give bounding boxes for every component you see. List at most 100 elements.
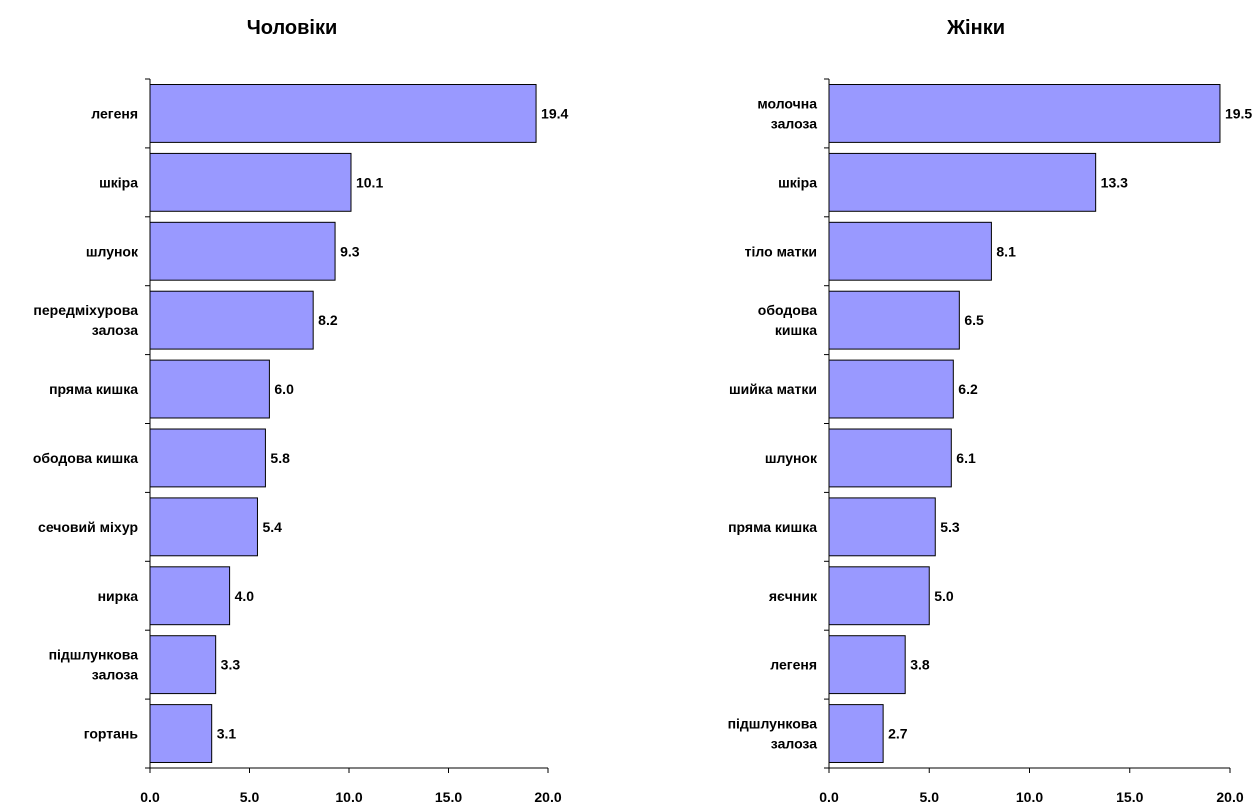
category-label-line: передміхурова [33, 302, 138, 318]
x-tick-label-women: 20.0 [1216, 789, 1243, 805]
value-label-men: 5.4 [262, 519, 282, 535]
bar-women [828, 359, 954, 419]
category-label-women: яєчник [769, 588, 818, 604]
category-label-line: легеня [770, 657, 817, 673]
category-label-men: ободова кишка [33, 450, 138, 466]
bar-men [149, 221, 336, 281]
bar-men [149, 152, 352, 212]
value-label-women: 6.2 [958, 381, 978, 397]
x-tick-label-women: 15.0 [1116, 789, 1143, 805]
category-label-line: гортань [84, 726, 139, 742]
category-label-line: легеня [91, 105, 138, 121]
value-label-men: 5.8 [270, 450, 290, 466]
category-label-men: шлунок [86, 243, 139, 259]
category-label-men: передміхурова залоза [33, 302, 138, 338]
category-label-line: ободова [758, 302, 817, 318]
category-label-line: ободова кишка [33, 450, 138, 466]
category-label-women: шкіра [778, 174, 817, 190]
category-label-women: підшлункова залоза [728, 716, 818, 752]
category-label-men: сечовий міхур [38, 519, 138, 535]
category-label-men: гортань [84, 726, 139, 742]
category-label-line: тіло матки [745, 243, 817, 259]
bar-men [149, 84, 537, 143]
x-tick-label-women: 10.0 [1016, 789, 1043, 805]
x-tick-label-men: 20.0 [534, 789, 561, 805]
bar-men [149, 566, 231, 626]
bar-women [828, 152, 1097, 212]
value-label-women: 8.1 [996, 243, 1016, 259]
category-label-line: залоза [771, 115, 817, 131]
category-label-line: молочна [757, 95, 817, 111]
category-label-women: молочна залоза [757, 95, 817, 131]
bar-women [828, 635, 906, 695]
category-label-line: яєчник [769, 588, 818, 604]
value-label-women: 5.3 [940, 519, 960, 535]
chart-women: Жінки 0.0 5.0 10.0 15.0 20.0 19.5 молочна залоз… [728, 17, 1252, 805]
category-label-women: тіло матки [745, 243, 817, 259]
category-label-line: шлунок [765, 450, 818, 466]
category-label-men: пряма кишка [49, 381, 138, 397]
value-label-men: 10.1 [356, 174, 383, 190]
value-label-men: 8.2 [318, 312, 338, 328]
category-label-women: шлунок [765, 450, 818, 466]
category-label-men: легеня [91, 105, 138, 121]
bar-men [149, 428, 266, 488]
x-tick-label-men: 15.0 [435, 789, 462, 805]
value-label-women: 3.8 [910, 657, 930, 673]
bar-men [149, 497, 258, 557]
value-label-women: 5.0 [934, 588, 954, 604]
category-label-women: пряма кишка [728, 519, 817, 535]
chart-title-men: Чоловіки [247, 17, 338, 39]
x-tick-label-men: 5.0 [240, 789, 260, 805]
category-label-line: пряма кишка [49, 381, 138, 397]
chart-men: Чоловіки 0.0 5.0 10.0 15.0 20.0 19.4 легеня 10.… [33, 17, 569, 805]
value-label-women: 6.5 [964, 312, 984, 328]
x-tick-label-men: 0.0 [140, 789, 160, 805]
category-label-line: залоза [771, 736, 817, 752]
category-label-line: залоза [92, 322, 138, 338]
bar-men [149, 359, 270, 419]
category-label-line: шкіра [778, 174, 817, 190]
bar-men [149, 704, 213, 763]
value-label-women: 19.5 [1225, 105, 1252, 121]
value-label-women: 2.7 [888, 726, 908, 742]
bar-women [828, 704, 884, 763]
category-label-line: шкіра [99, 174, 138, 190]
category-label-line: кишка [775, 322, 817, 338]
value-label-men: 9.3 [340, 243, 360, 259]
bar-men [149, 290, 314, 350]
category-label-men: шкіра [99, 174, 138, 190]
x-tick-label-women: 5.0 [920, 789, 940, 805]
category-label-line: залоза [92, 667, 138, 683]
value-label-men: 3.3 [221, 657, 241, 673]
x-tick-label-men: 10.0 [335, 789, 362, 805]
bar-women [828, 290, 960, 350]
category-label-line: сечовий міхур [38, 519, 138, 535]
category-label-line: нирка [98, 588, 139, 604]
value-label-men: 19.4 [541, 105, 568, 121]
category-label-line: шлунок [86, 243, 139, 259]
category-label-men: підшлункова залоза [49, 647, 139, 683]
bar-women [828, 221, 992, 281]
category-label-men: нирка [98, 588, 139, 604]
value-label-men: 4.0 [235, 588, 255, 604]
x-tick-label-women: 0.0 [819, 789, 839, 805]
bar-women [828, 428, 952, 488]
value-label-men: 6.0 [274, 381, 294, 397]
category-label-women: ободова кишка [758, 302, 817, 338]
value-label-women: 6.1 [956, 450, 976, 466]
chart-title-women: Жінки [946, 17, 1005, 39]
bar-men [149, 635, 217, 695]
category-label-women: легеня [770, 657, 817, 673]
value-label-men: 3.1 [217, 726, 237, 742]
category-label-line: шийка матки [729, 381, 817, 397]
value-label-women: 13.3 [1101, 174, 1128, 190]
bar-women [828, 84, 1221, 143]
category-label-line: підшлункова [49, 647, 139, 663]
category-label-line: підшлункова [728, 716, 818, 732]
category-label-women: шийка матки [729, 381, 817, 397]
category-label-line: пряма кишка [728, 519, 817, 535]
bar-women [828, 566, 930, 626]
bar-women [828, 497, 936, 557]
